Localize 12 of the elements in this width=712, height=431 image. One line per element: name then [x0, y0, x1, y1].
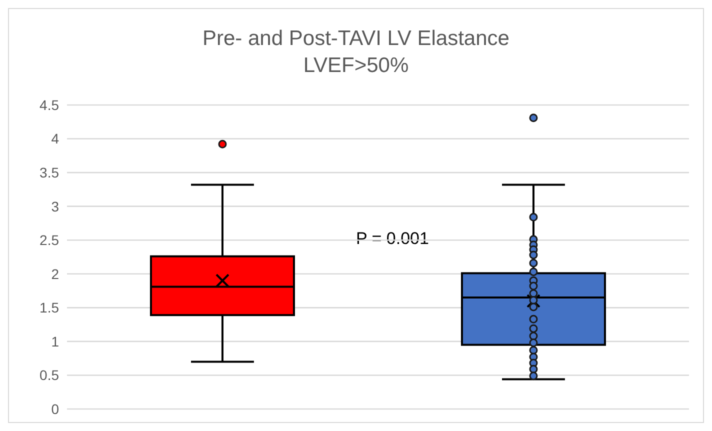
- y-tick-label: 4.5: [40, 96, 60, 113]
- y-tick-label: 2.5: [40, 232, 60, 248]
- y-tick-label: 1.5: [40, 300, 60, 316]
- y-tick-label: 3.5: [40, 164, 60, 181]
- y-tick-label: 0: [51, 400, 60, 417]
- y-tick-label: 0.5: [40, 367, 60, 384]
- y-tick-label: 2: [51, 266, 60, 282]
- chart-title: Pre- and Post-TAVI LV Elastance: [202, 26, 510, 52]
- y-tick-label: 1: [51, 333, 60, 350]
- chart-subtitle: LVEF>50%: [302, 53, 410, 79]
- y-tick-label: 4: [51, 130, 60, 147]
- y-tick-label: 3: [51, 198, 60, 214]
